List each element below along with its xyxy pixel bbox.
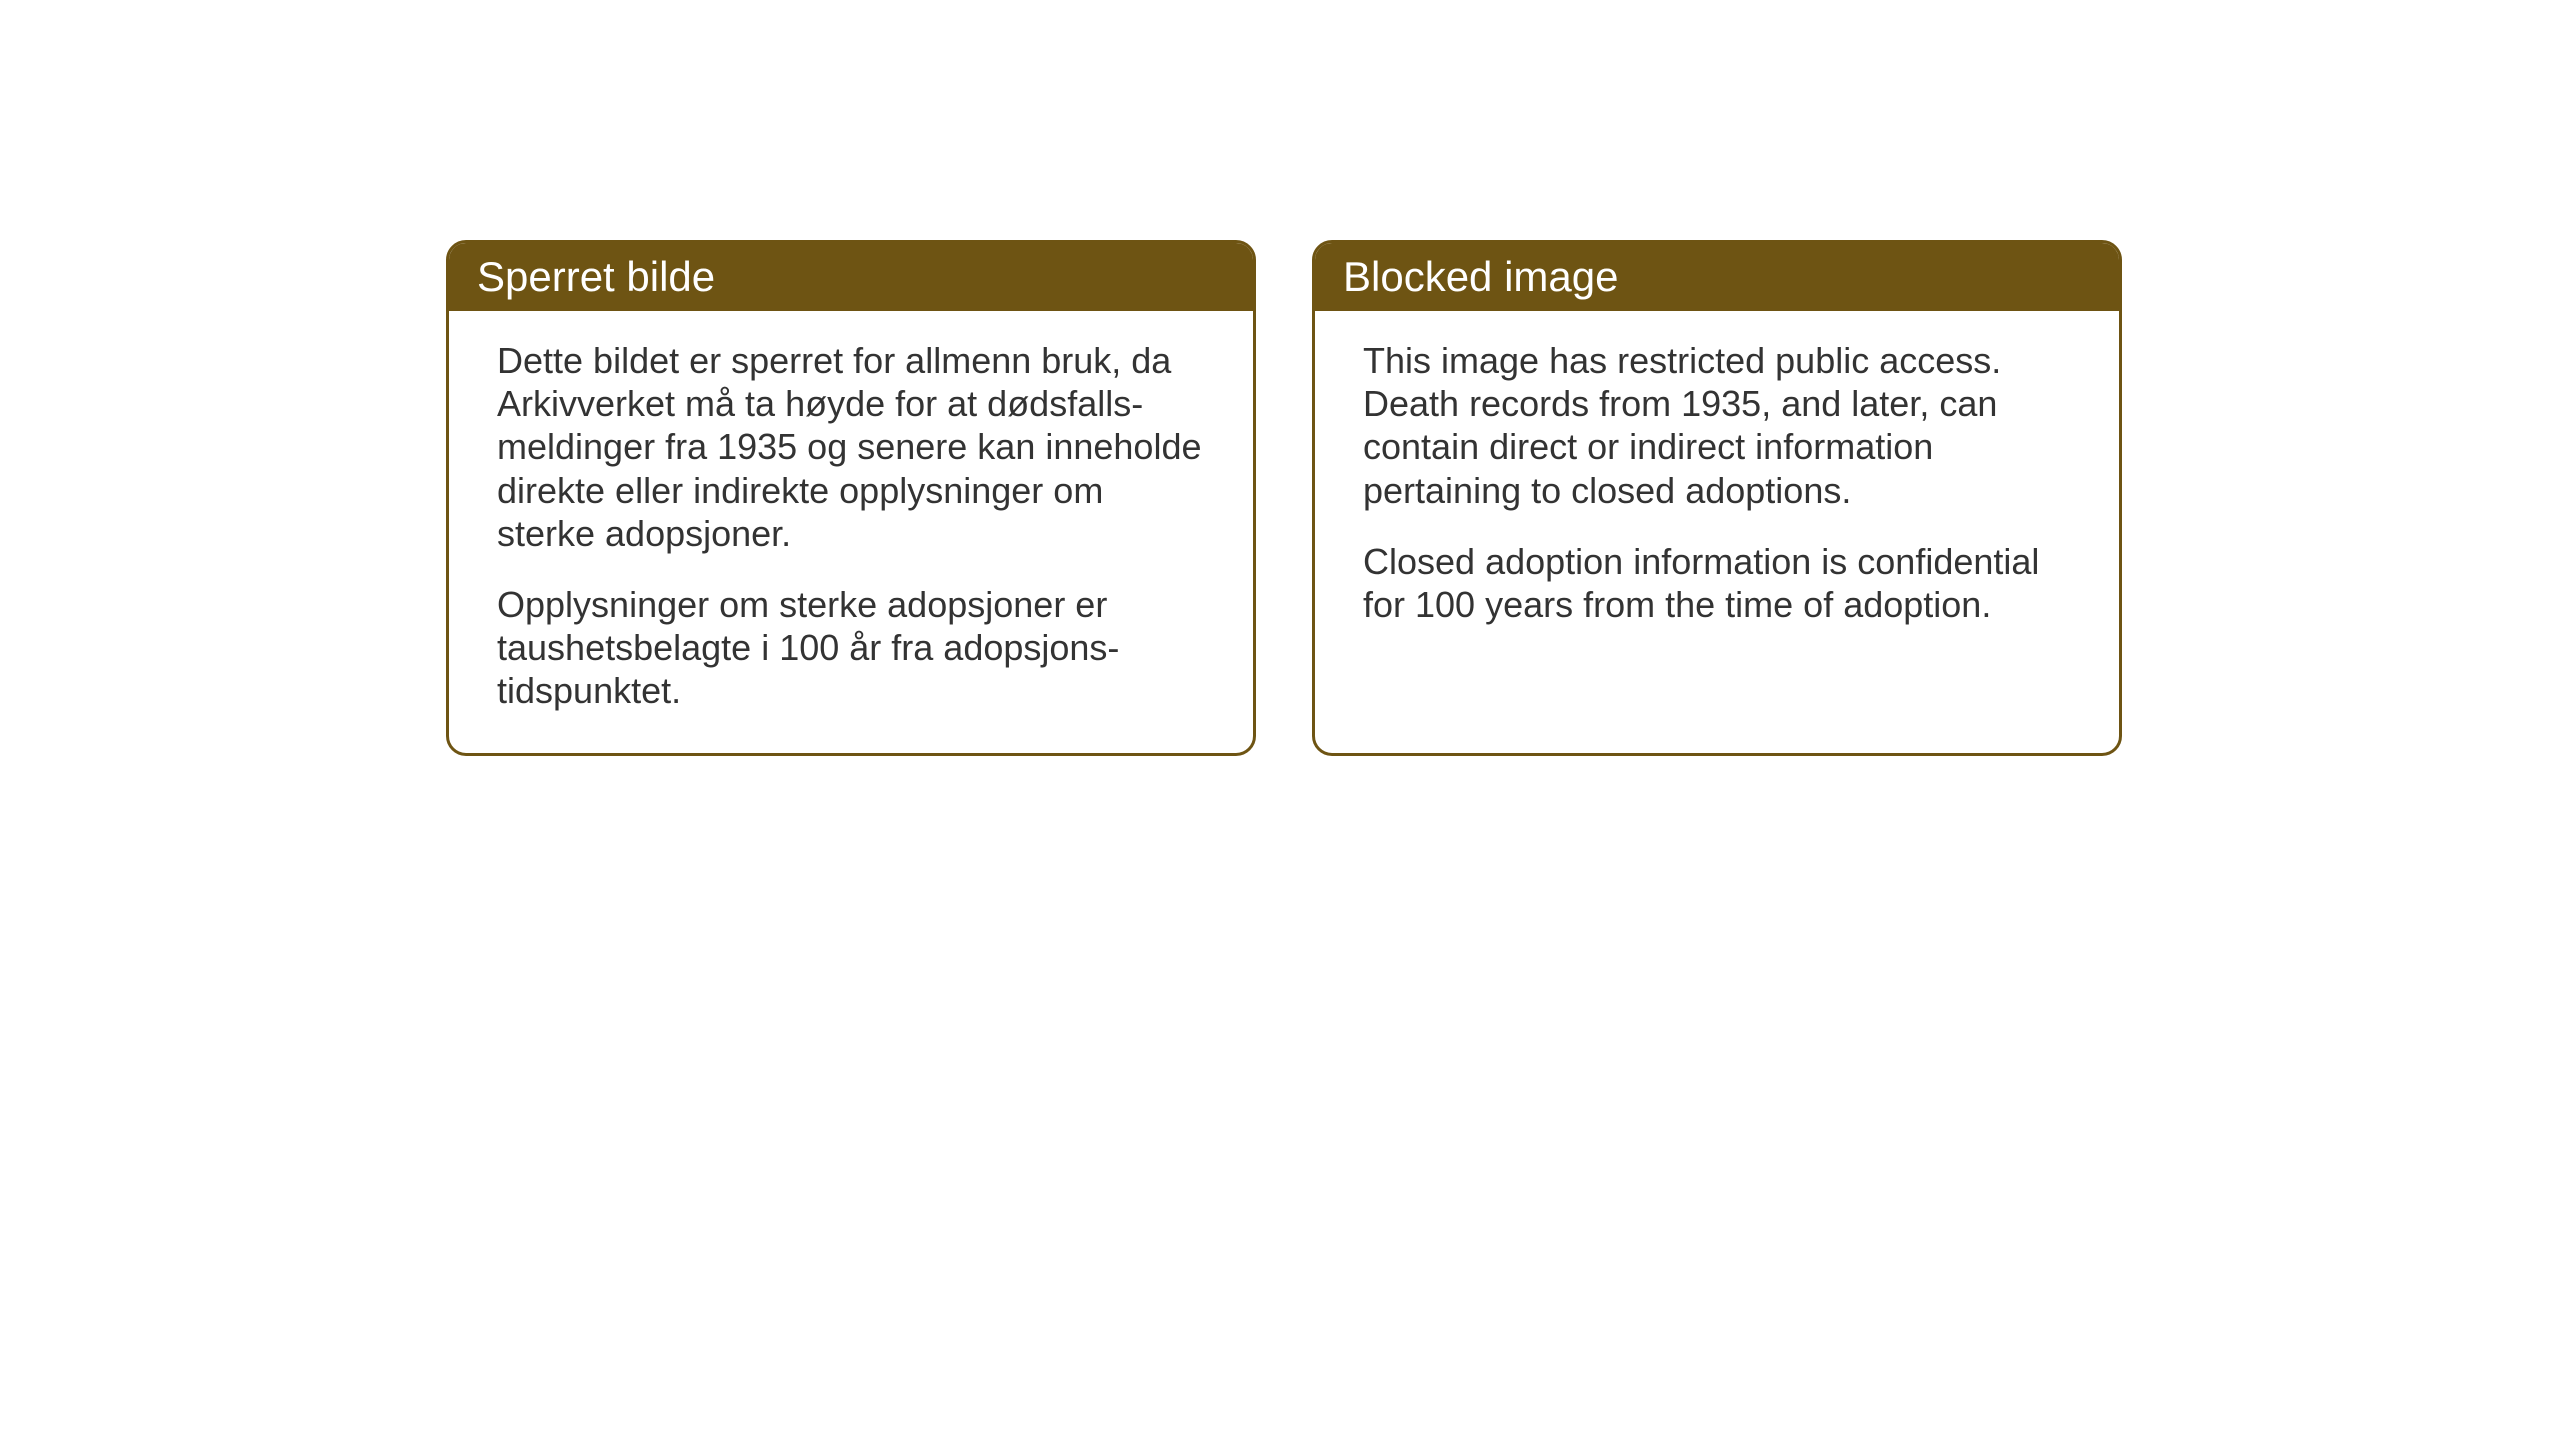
card-title-english: Blocked image <box>1343 253 1618 300</box>
card-text-english: This image has restricted public access.… <box>1363 339 2071 626</box>
card-text-norwegian: Dette bildet er sperret for allmenn bruk… <box>497 339 1205 713</box>
cards-container: Sperret bilde Dette bildet er sperret fo… <box>446 240 2122 756</box>
blocked-image-card-norwegian: Sperret bilde Dette bildet er sperret fo… <box>446 240 1256 756</box>
card-paragraph-2-english: Closed adoption information is confident… <box>1363 540 2071 626</box>
card-paragraph-1-norwegian: Dette bildet er sperret for allmenn bruk… <box>497 339 1205 555</box>
card-title-norwegian: Sperret bilde <box>477 253 715 300</box>
card-body-english: This image has restricted public access.… <box>1315 311 2119 666</box>
blocked-image-card-english: Blocked image This image has restricted … <box>1312 240 2122 756</box>
card-header-norwegian: Sperret bilde <box>449 243 1253 311</box>
card-paragraph-1-english: This image has restricted public access.… <box>1363 339 2071 512</box>
card-header-english: Blocked image <box>1315 243 2119 311</box>
card-body-norwegian: Dette bildet er sperret for allmenn bruk… <box>449 311 1253 753</box>
card-paragraph-2-norwegian: Opplysninger om sterke adopsjoner er tau… <box>497 583 1205 713</box>
